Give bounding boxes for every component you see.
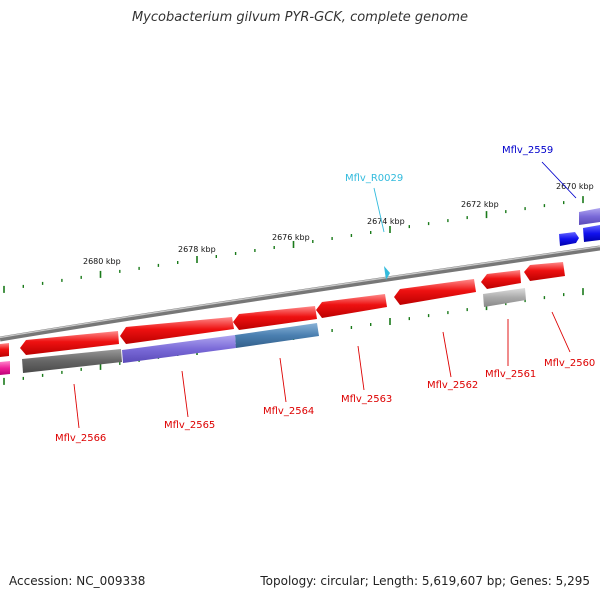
feature-block-grey-2561[interactable] bbox=[483, 288, 526, 307]
feature-block-purple-2565[interactable] bbox=[122, 335, 236, 363]
leader-mflv-2559 bbox=[541, 161, 577, 199]
gene-arrow-mflv-2562[interactable] bbox=[394, 279, 476, 305]
scale-ticks-outer bbox=[3, 196, 584, 293]
gene-arrow-partial-left[interactable] bbox=[0, 343, 9, 357]
gene-label-mflv-2563[interactable]: Mflv_2563 bbox=[341, 394, 392, 405]
genome-backbone bbox=[0, 245, 600, 342]
gene-label-mflv-2560[interactable]: Mflv_2560 bbox=[544, 358, 595, 369]
gene-label-mflv-2561[interactable]: Mflv_2561 bbox=[485, 369, 536, 380]
gene-arrow-mflv-2559[interactable] bbox=[579, 208, 600, 225]
leader-mflv-2563 bbox=[357, 345, 365, 391]
tick-label-2670: 2670 kbp bbox=[556, 182, 594, 191]
gene-labels: Mflv_2559 Mflv_R0029 Mflv_2560 Mflv_2561… bbox=[55, 145, 595, 444]
gene-arrow-mflv-2566[interactable] bbox=[20, 331, 119, 355]
leader-mflv-2565 bbox=[181, 370, 189, 418]
feature-block-steel-2564[interactable] bbox=[235, 323, 319, 348]
inner-row-features bbox=[0, 288, 526, 375]
gene-label-mflv-r0029[interactable]: Mflv_R0029 bbox=[345, 173, 403, 184]
scale-tick-labels: 2670 kbp 2672 kbp 2674 kbp 2676 kbp 2678… bbox=[83, 182, 594, 266]
label-leader-lines bbox=[73, 161, 577, 429]
tick-label-2672: 2672 kbp bbox=[461, 200, 499, 209]
tick-label-2678: 2678 kbp bbox=[178, 245, 216, 254]
genome-summary-text: Topology: circular; Length: 5,619,607 bp… bbox=[260, 574, 590, 588]
gene-arrow-mflv-2564[interactable] bbox=[233, 306, 317, 330]
tick-label-2674: 2674 kbp bbox=[367, 217, 405, 226]
forward-strand-features bbox=[559, 208, 600, 246]
genome-backbone-highlight bbox=[0, 245, 600, 339]
tick-label-2676: 2676 kbp bbox=[272, 233, 310, 242]
gene-label-mflv-2559[interactable]: Mflv_2559 bbox=[502, 145, 553, 156]
gene-arrow-mflv-2560[interactable] bbox=[524, 262, 565, 281]
tick-label-2680: 2680 kbp bbox=[83, 257, 121, 266]
leader-mflv-2562 bbox=[442, 331, 452, 378]
trna-marker-r0029[interactable] bbox=[384, 266, 390, 280]
gene-label-mflv-2565[interactable]: Mflv_2565 bbox=[164, 420, 215, 431]
map-title: Mycobacterium gilvum PYR-GCK, complete g… bbox=[131, 10, 469, 25]
feature-block-grey-2566[interactable] bbox=[22, 349, 122, 373]
gene-label-mflv-2564[interactable]: Mflv_2564 bbox=[263, 406, 314, 417]
leader-mflv-r0029 bbox=[373, 187, 385, 233]
gene-arrow-mflv-2565[interactable] bbox=[120, 317, 234, 344]
accession-text: Accession: NC_009338 bbox=[9, 574, 146, 588]
reverse-strand-features bbox=[0, 262, 565, 357]
leader-mflv-2566 bbox=[73, 383, 80, 429]
gene-label-mflv-2566[interactable]: Mflv_2566 bbox=[55, 433, 106, 444]
leader-mflv-2560 bbox=[551, 311, 571, 353]
gene-arrow-blue-small[interactable] bbox=[559, 232, 579, 246]
leader-mflv-2564 bbox=[279, 357, 287, 403]
gene-label-mflv-2562[interactable]: Mflv_2562 bbox=[427, 380, 478, 391]
gene-arrow-mflv-2561[interactable] bbox=[481, 270, 521, 289]
gene-arrow-mflv-2563[interactable] bbox=[316, 294, 387, 318]
gene-arrow-blue-partial[interactable] bbox=[583, 225, 600, 242]
feature-block-magenta[interactable] bbox=[0, 361, 10, 375]
